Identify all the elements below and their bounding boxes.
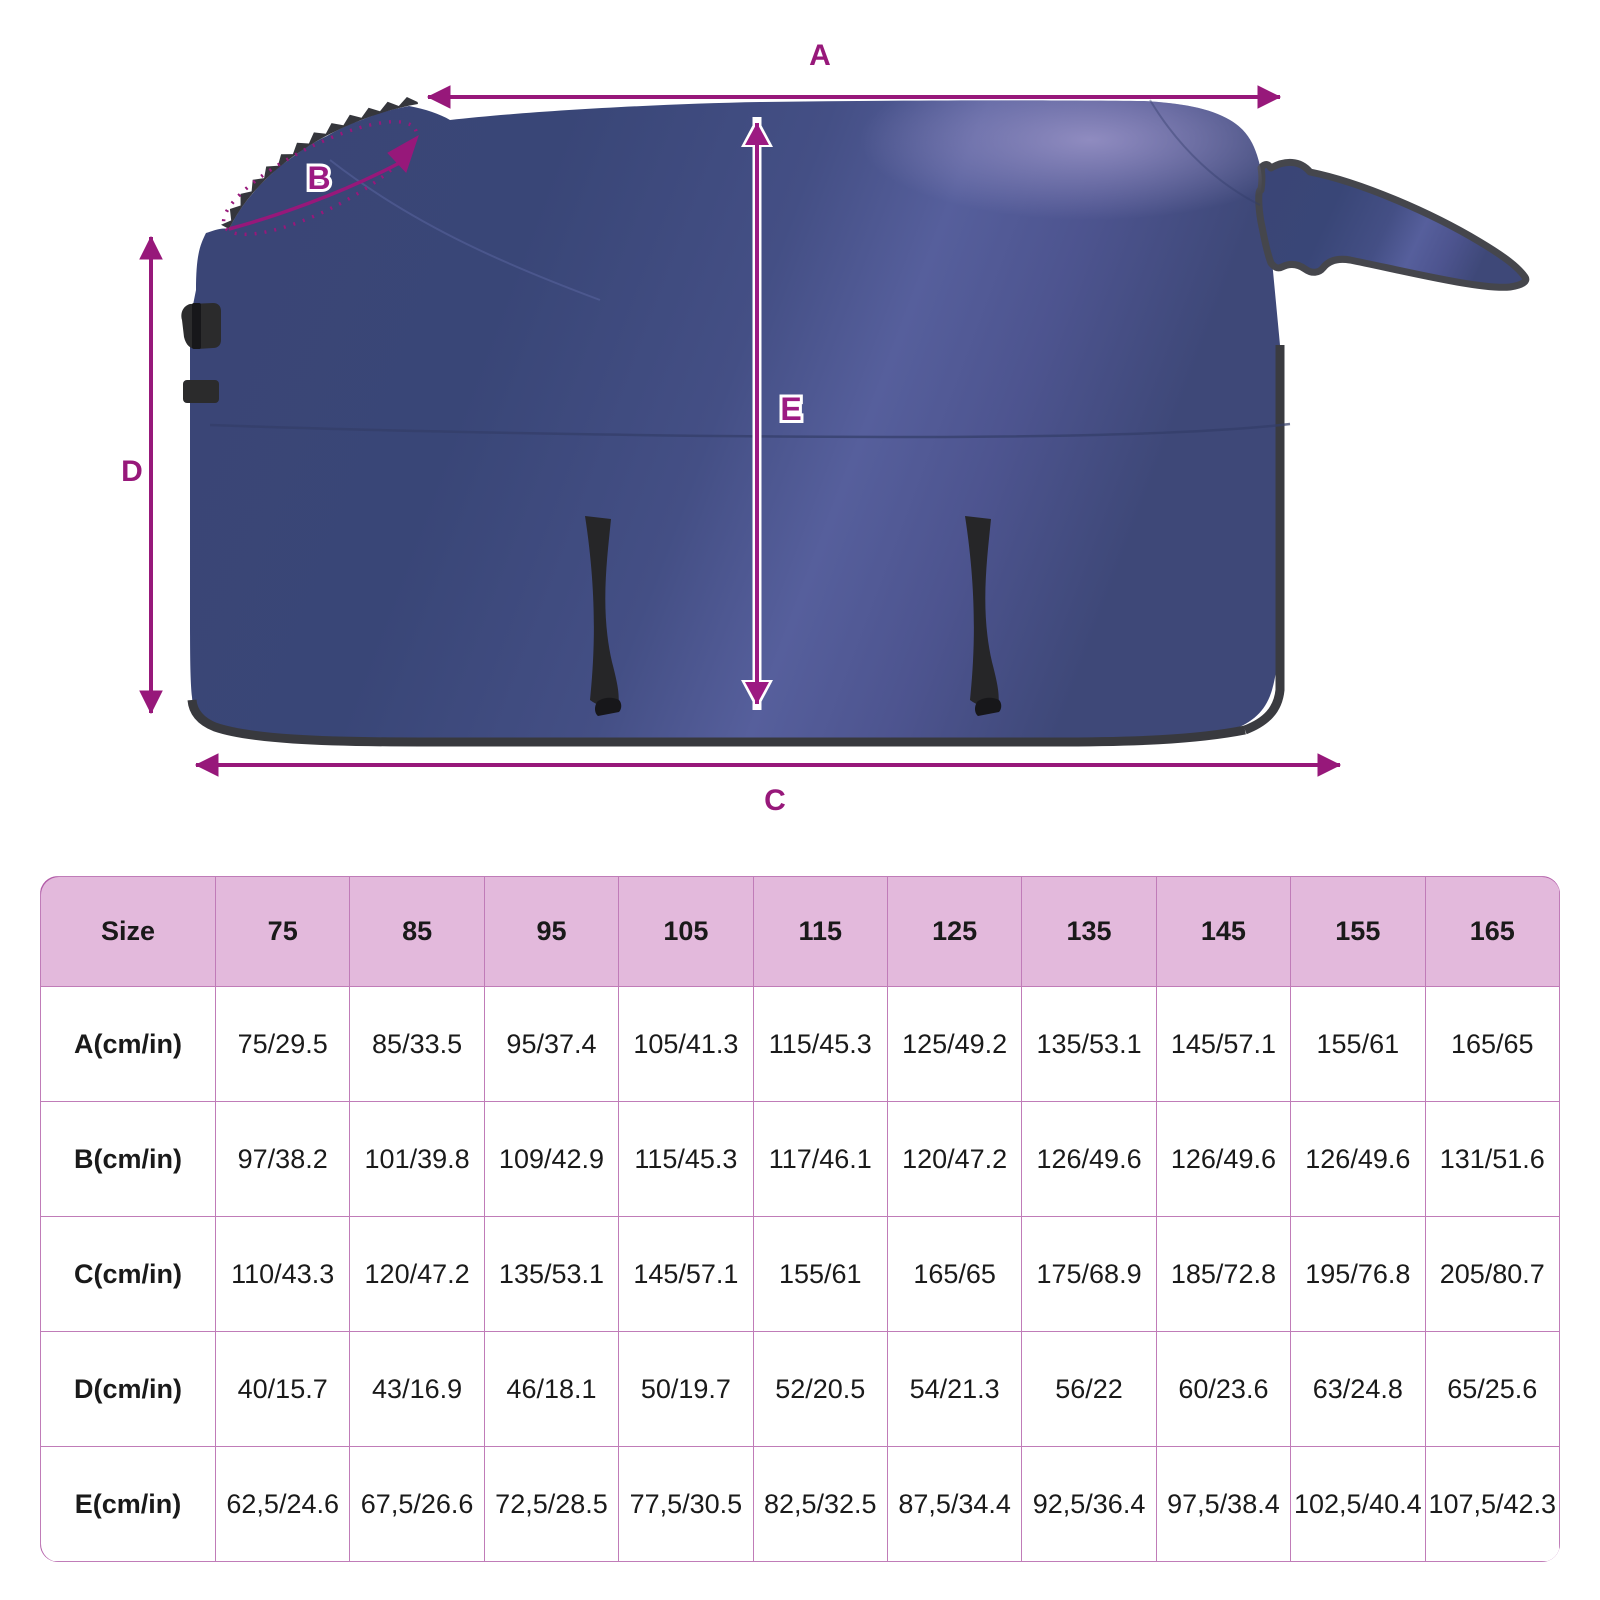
svg-text:C: C: [764, 784, 786, 817]
svg-text:B: B: [307, 160, 330, 196]
svg-text:E: E: [780, 391, 801, 427]
svg-text:D: D: [121, 455, 143, 488]
svg-text:A: A: [809, 39, 831, 72]
